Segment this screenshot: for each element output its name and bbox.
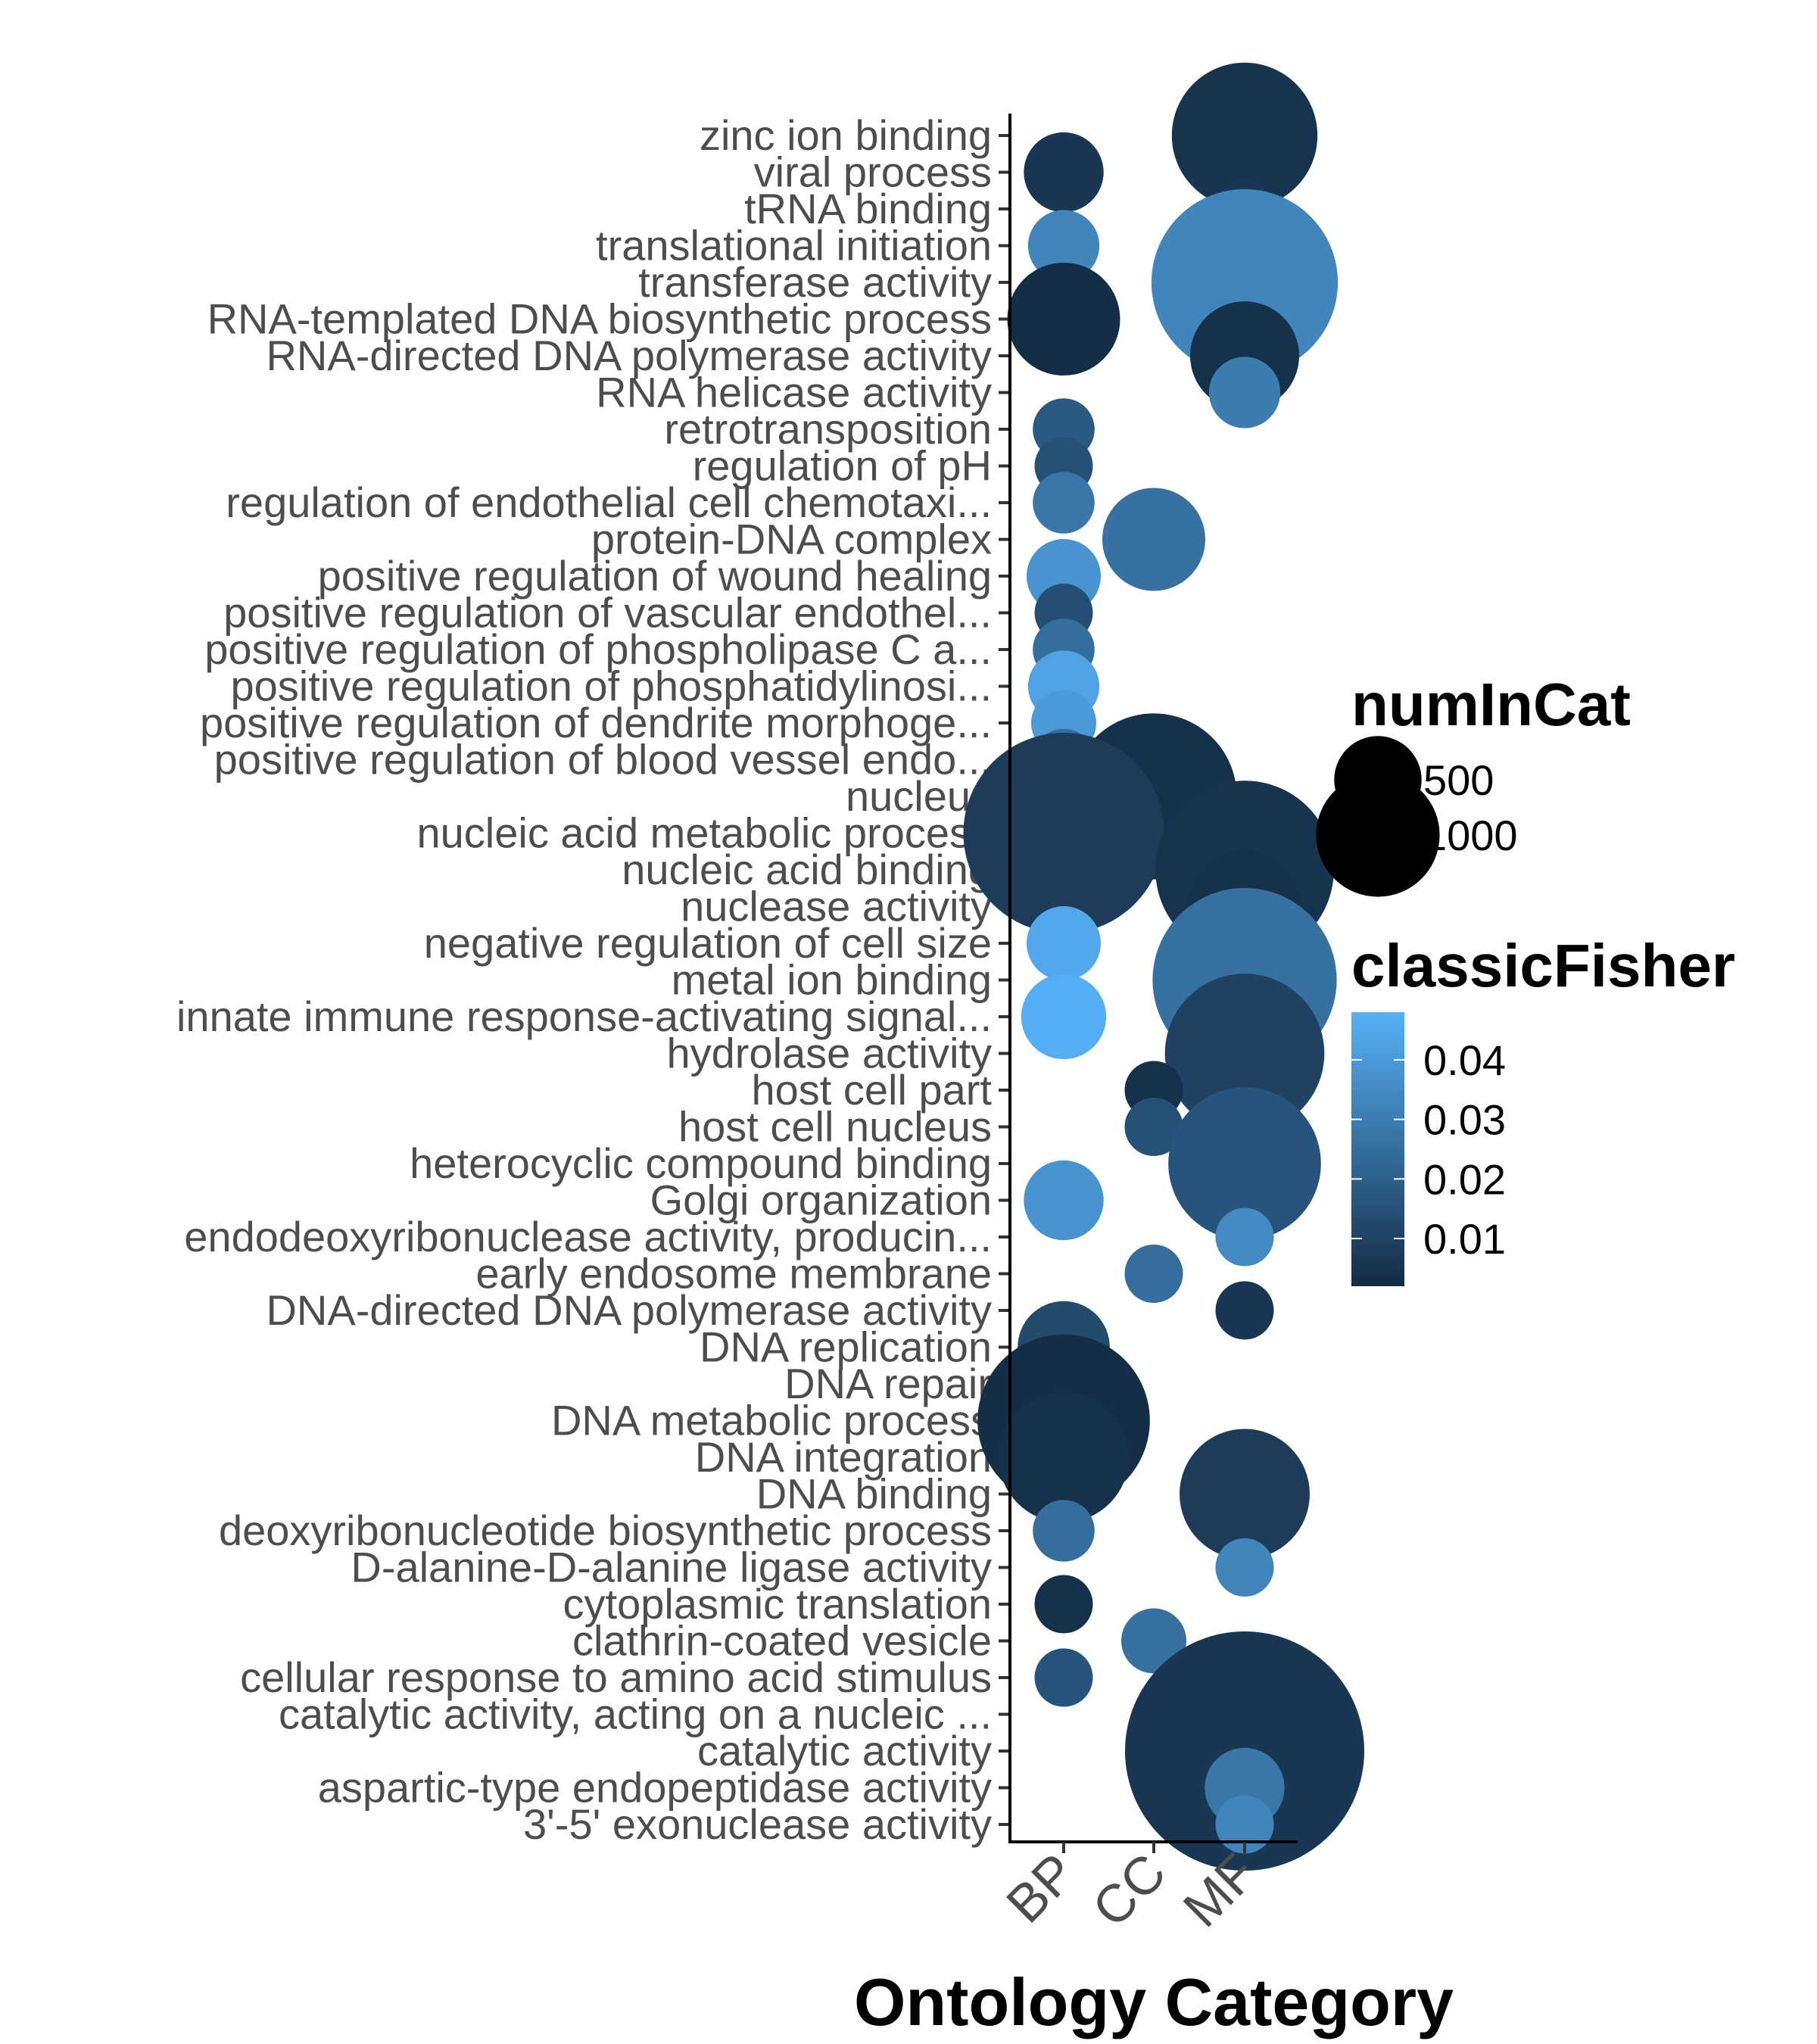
data-point bbox=[1121, 1608, 1186, 1674]
y-tick-label: cellular response to amino acid stimulus bbox=[240, 1653, 992, 1701]
size-legend-label: 500 bbox=[1423, 756, 1494, 804]
y-tick-label: clathrin-coated vesicle bbox=[572, 1617, 992, 1665]
y-tick-label: regulation of endothelial cell chemotaxi… bbox=[226, 478, 992, 526]
color-legend-bar bbox=[1351, 1012, 1404, 1286]
y-tick-label: RNA-templated DNA biosynthetic process bbox=[207, 295, 992, 343]
data-point bbox=[999, 1392, 1129, 1522]
data-point bbox=[1215, 1538, 1274, 1597]
data-point bbox=[1124, 1098, 1183, 1156]
size-legend-title: numInCat bbox=[1351, 671, 1631, 738]
data-point bbox=[1102, 488, 1205, 591]
y-tick-label: zinc ion binding bbox=[700, 111, 992, 159]
y-tick-label: positive regulation of dendrite morphoge… bbox=[200, 699, 992, 746]
y-tick-label: nucleic acid binding bbox=[622, 846, 992, 893]
y-tick-label: host cell nucleus bbox=[678, 1103, 992, 1151]
data-point bbox=[1180, 1429, 1310, 1559]
y-tick-label: regulation of pH bbox=[693, 442, 992, 490]
y-tick-label: DNA repair bbox=[784, 1360, 992, 1407]
data-point bbox=[1024, 1160, 1104, 1241]
data-point bbox=[1034, 1575, 1093, 1634]
data-point bbox=[1215, 1207, 1274, 1267]
y-tick-label: DNA integration bbox=[695, 1433, 992, 1481]
y-tick-label: RNA-directed DNA polymerase activity bbox=[266, 332, 992, 379]
size-legend-label: 1000 bbox=[1423, 812, 1518, 859]
data-points bbox=[963, 62, 1364, 1871]
y-tick-label: hydrolase activity bbox=[666, 1030, 992, 1077]
color-legend-label: 0.03 bbox=[1423, 1096, 1506, 1144]
y-tick-label: DNA replication bbox=[700, 1323, 992, 1371]
y-tick-label: DNA binding bbox=[756, 1470, 992, 1518]
y-tick-label: metal ion binding bbox=[672, 956, 992, 1004]
data-point bbox=[1033, 1500, 1095, 1562]
y-tick-label: deoxyribonucleotide biosynthetic process bbox=[219, 1507, 992, 1554]
data-point bbox=[1021, 974, 1107, 1060]
x-tick-label: CC bbox=[1081, 1842, 1177, 1938]
color-legend-label: 0.02 bbox=[1423, 1155, 1506, 1203]
color-legend-title: classicFisher bbox=[1351, 932, 1735, 999]
data-point bbox=[1027, 210, 1100, 282]
data-point bbox=[1024, 132, 1104, 213]
y-tick-label: innate immune response-activating signal… bbox=[176, 992, 992, 1040]
data-point bbox=[1027, 906, 1101, 980]
y-tick-label: host cell part bbox=[752, 1066, 993, 1114]
size-legend: numInCat 500 1000 bbox=[1316, 671, 1631, 897]
y-tick-label: viral process bbox=[754, 148, 992, 196]
y-tick-label: catalytic activity bbox=[697, 1727, 992, 1774]
data-point bbox=[1215, 1281, 1274, 1340]
y-tick-label: DNA metabolic process bbox=[551, 1397, 992, 1444]
data-point bbox=[1164, 974, 1325, 1133]
y-tick-label: positive regulation of vascular endothel… bbox=[223, 589, 992, 637]
y-tick-label: RNA helicase activity bbox=[596, 369, 992, 416]
x-axis-ticks bbox=[1062, 1842, 1246, 1853]
data-point bbox=[1168, 1087, 1321, 1240]
y-tick-label: negative regulation of cell size bbox=[424, 919, 992, 967]
color-legend-label: 0.01 bbox=[1423, 1215, 1506, 1263]
data-point bbox=[1215, 1795, 1274, 1854]
data-point bbox=[1007, 263, 1120, 375]
y-tick-label: aspartic-type endopeptidase activity bbox=[318, 1764, 992, 1812]
y-tick-label: tRNA binding bbox=[744, 185, 992, 232]
y-tick-label: D-alanine-D-alanine ligase activity bbox=[351, 1544, 992, 1591]
x-tick-label: BP bbox=[995, 1842, 1086, 1933]
y-tick-label: translational initiation bbox=[596, 222, 992, 270]
data-point bbox=[1208, 357, 1281, 428]
y-tick-label: 3'-5' exonuclease activity bbox=[523, 1800, 992, 1848]
y-tick-label: nuclease activity bbox=[681, 883, 992, 930]
color-legend: classicFisher 0.04 0.03 0.02 0.01 bbox=[1351, 932, 1735, 1286]
size-legend-key bbox=[1316, 773, 1440, 897]
data-point bbox=[1124, 1245, 1183, 1303]
y-tick-label: retrotransposition bbox=[664, 405, 992, 453]
y-tick-label: early endosome membrane bbox=[475, 1250, 992, 1298]
y-tick-label: heterocyclic compound binding bbox=[410, 1139, 992, 1187]
y-tick-label: catalytic activity, acting on a nucleic … bbox=[279, 1690, 992, 1738]
data-point bbox=[1171, 62, 1318, 209]
y-tick-label: cytoplasmic translation bbox=[563, 1580, 992, 1628]
color-legend-label: 0.04 bbox=[1423, 1036, 1506, 1084]
y-tick-label: nucleic acid metabolic process bbox=[417, 809, 992, 857]
y-tick-label: positive regulation of phosphatidylinosi… bbox=[230, 662, 992, 710]
y-tick-label: endodeoxyribonuclease activity, producin… bbox=[184, 1213, 992, 1260]
y-tick-label: protein-DNA complex bbox=[591, 516, 992, 563]
y-tick-label: positive regulation of blood vessel endo… bbox=[214, 736, 992, 784]
data-point bbox=[1033, 472, 1095, 534]
x-axis-title: Ontology Category bbox=[854, 1965, 1454, 2039]
y-axis-ticks bbox=[999, 134, 1010, 1826]
y-tick-label: DNA-directed DNA polymerase activity bbox=[266, 1286, 992, 1334]
data-point bbox=[1034, 1648, 1093, 1707]
y-tick-label: positive regulation of phospholipase C a… bbox=[204, 625, 992, 673]
y-tick-label: Golgi organization bbox=[650, 1176, 992, 1224]
y-tick-label: transferase activity bbox=[638, 258, 992, 306]
y-tick-label: positive regulation of wound healing bbox=[318, 552, 992, 600]
data-point bbox=[963, 733, 1164, 933]
